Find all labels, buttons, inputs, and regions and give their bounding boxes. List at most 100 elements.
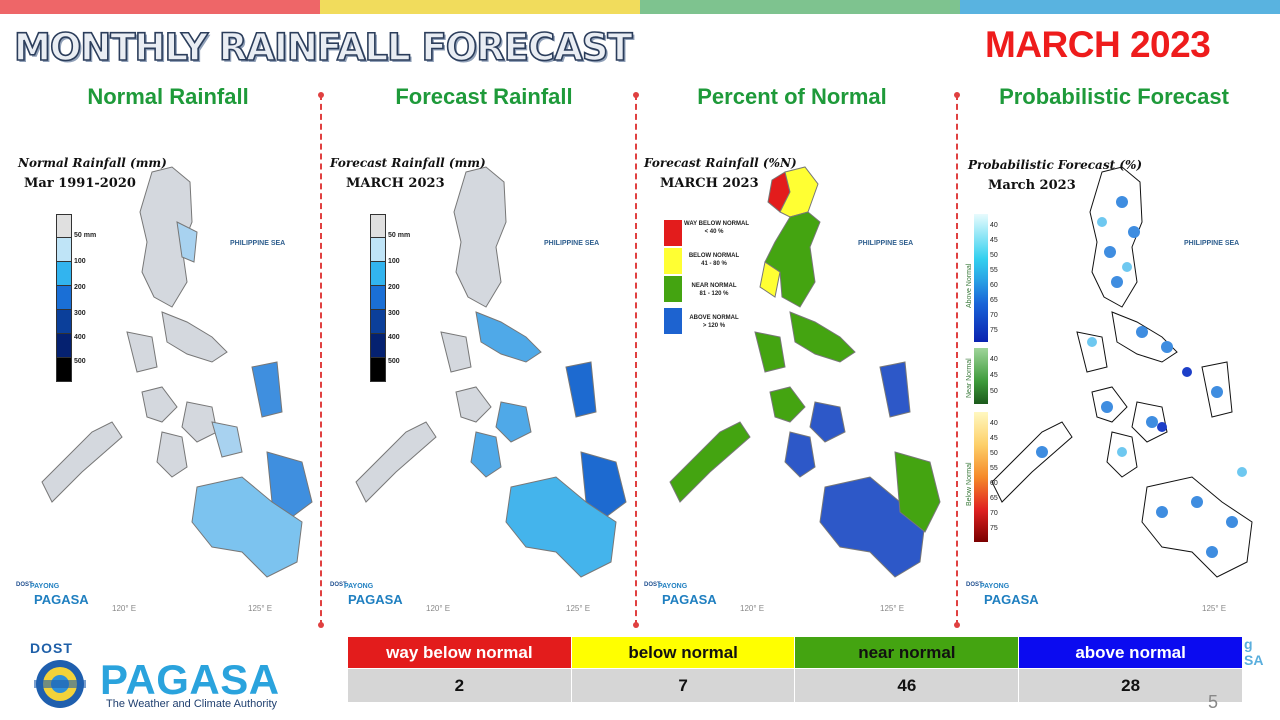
lon-label: 120° E xyxy=(112,604,137,613)
prob-tick: 65 xyxy=(990,495,998,502)
philippines-map-normal xyxy=(41,166,313,578)
top-bar-yellow xyxy=(320,0,640,14)
pagasa-seal-icon xyxy=(34,660,86,708)
prob-scale-near xyxy=(974,348,988,404)
map-normal-rainfall: Normal Rainfall (mm) Mar 1991-2020 PHILI… xyxy=(12,122,318,622)
map-title: Forecast Rainfall (mm) xyxy=(330,156,486,170)
prob-tick: 70 xyxy=(990,510,998,517)
prob-tick: 50 xyxy=(990,450,998,457)
legend-swatch-near xyxy=(664,276,682,302)
prob-tick: 40 xyxy=(990,420,998,427)
dost-text: DOST xyxy=(16,582,33,588)
category-row: way below normal below normal near norma… xyxy=(347,636,1243,669)
payong-pagasa-logo: DOST PAYONG PAGASA xyxy=(330,570,420,610)
scale-label: 400 xyxy=(388,334,400,341)
prob-tick: 50 xyxy=(990,252,998,259)
lon-label: 125° E xyxy=(566,604,591,613)
count-way-below: 2 xyxy=(347,668,572,703)
dost-text: DOST xyxy=(644,582,661,588)
legend-swatch-below xyxy=(664,248,682,274)
panel-divider xyxy=(954,92,960,628)
payong-text: PAYONG xyxy=(658,583,688,590)
count-below: 7 xyxy=(570,668,796,703)
page-number: 5 xyxy=(1208,692,1219,712)
heading-percent-of-normal: Percent of Normal xyxy=(697,84,887,109)
scale-label: 400 xyxy=(74,334,86,341)
category-near: near normal xyxy=(794,636,1020,669)
dost-label: DOST xyxy=(30,640,73,656)
payong-pagasa-logo: DOST PAYONG PAGASA xyxy=(644,570,734,610)
lon-label: 125° E xyxy=(880,604,905,613)
dost-text: DOST xyxy=(330,582,347,588)
legend-label: BELOW NORMAL 41 - 80 % xyxy=(688,253,740,267)
top-bar-red xyxy=(0,0,320,14)
scale-label: 100 xyxy=(388,258,400,265)
sea-label: PHILIPPINE SEA xyxy=(1184,240,1240,247)
scale-label: 100 xyxy=(74,258,86,265)
lon-label: 125° E xyxy=(1202,604,1227,613)
heading-normal-rainfall: Normal Rainfall xyxy=(87,84,249,109)
prob-tick: 60 xyxy=(990,480,998,487)
pagasa-text: PAGASA xyxy=(662,592,717,607)
prob-label-near: Near Normal xyxy=(966,358,973,398)
page-title: MONTHLY RAINFALL FORECAST xyxy=(13,25,633,70)
lon-label: 120° E xyxy=(426,604,451,613)
category-summary-table: way below normal below normal near norma… xyxy=(347,636,1243,703)
philippines-map-forecast xyxy=(355,166,627,578)
philippines-map-probabilistic xyxy=(991,166,1253,578)
count-above: 28 xyxy=(1018,668,1243,703)
scale-label: 200 xyxy=(388,284,400,291)
rainfall-scale xyxy=(370,214,386,382)
lon-label: 125° E xyxy=(248,604,273,613)
map-subtitle: March 2023 xyxy=(988,178,1076,193)
scale-label: 200 xyxy=(74,284,86,291)
rainfall-scale xyxy=(56,214,72,382)
legend-label: WAY BELOW NORMAL < 40 % xyxy=(684,221,750,235)
category-above: above normal xyxy=(1018,636,1243,669)
map-forecast-rainfall: Forecast Rainfall (mm) MARCH 2023 PHILIP… xyxy=(326,122,632,622)
sea-label: PHILIPPINE SEA xyxy=(544,240,600,247)
pagasa-wordmark: PAGASA xyxy=(100,656,280,703)
prob-tick: 45 xyxy=(990,237,998,244)
map-probabilistic-forecast: Probabilistic Forecast (%) March 2023 PH… xyxy=(962,122,1268,622)
payong-pagasa-logo: DOST PAYONG PAGASA xyxy=(966,570,1056,610)
prob-tick: 55 xyxy=(990,465,998,472)
forecast-month: MARCH 2023 xyxy=(985,24,1211,65)
legend-swatch-way-below xyxy=(664,220,682,246)
payong-pagasa-logo: DOST PAYONG PAGASA xyxy=(16,570,106,610)
scale-label: 300 xyxy=(388,310,400,317)
map-subtitle: MARCH 2023 xyxy=(346,176,445,191)
payong-text: PAYONG xyxy=(30,583,60,590)
map-title: Probabilistic Forecast (%) xyxy=(968,158,1143,172)
map-percent-of-normal: Forecast Rainfall (%N) MARCH 2023 PHILIP… xyxy=(640,122,952,622)
top-color-bar xyxy=(0,0,1280,14)
pagasa-logo: DOST PAGASA The Weather and Climate Auth… xyxy=(14,636,314,716)
prob-tick: 50 xyxy=(990,388,998,395)
prob-tick: 40 xyxy=(990,356,998,363)
pagasa-text: PAGASA xyxy=(984,592,1039,607)
prob-scale-above xyxy=(974,214,988,342)
sea-label: PHILIPPINE SEA xyxy=(858,240,914,247)
panel-divider xyxy=(633,92,639,628)
sea-label: PHILIPPINE SEA xyxy=(230,240,286,247)
scale-label: 50 mm xyxy=(74,232,97,239)
top-bar-green xyxy=(640,0,960,14)
prob-label-below: Below Normal xyxy=(966,462,973,506)
payong-text: PAYONG xyxy=(344,583,374,590)
prob-tick: 55 xyxy=(990,267,998,274)
prob-tick: 40 xyxy=(990,222,998,229)
top-bar-blue xyxy=(960,0,1280,14)
count-near: 46 xyxy=(794,668,1020,703)
panel-divider xyxy=(318,92,324,628)
category-way-below: way below normal xyxy=(347,636,572,669)
map-title: Normal Rainfall (mm) xyxy=(18,156,167,170)
map-subtitle: Mar 1991-2020 xyxy=(24,176,136,191)
scale-label: 500 xyxy=(74,358,86,365)
prob-tick: 75 xyxy=(990,525,998,532)
philippines-map-percent xyxy=(669,166,941,578)
prob-tick: 65 xyxy=(990,297,998,304)
lon-label: 120° E xyxy=(740,604,765,613)
prob-scale-below xyxy=(974,412,988,542)
payong-text: PAYONG xyxy=(980,583,1010,590)
scale-label: 500 xyxy=(388,358,400,365)
